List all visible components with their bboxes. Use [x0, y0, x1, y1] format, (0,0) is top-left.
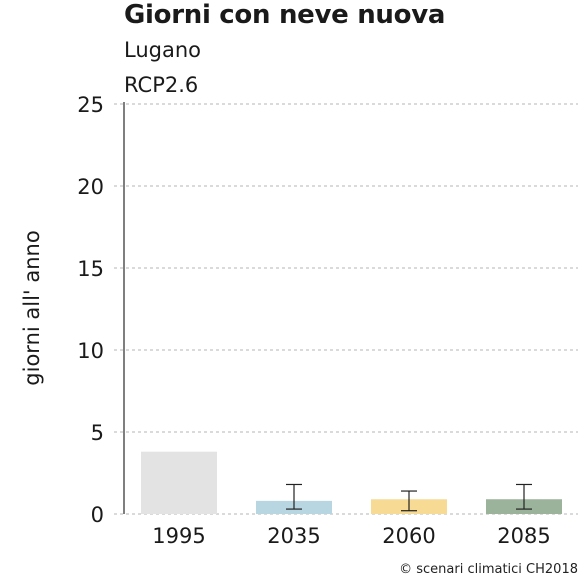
chart-title: Giorni con neve nuova: [124, 0, 446, 30]
chart-subtitle-scenario: RCP2.6: [124, 73, 199, 97]
x-tick-label: 2035: [267, 524, 320, 548]
bar-1995: [141, 451, 217, 514]
y-tick-label: 5: [91, 421, 104, 445]
x-tick-label: 2060: [382, 524, 435, 548]
y-tick-label: 25: [77, 93, 104, 117]
x-tick-label: 1995: [152, 524, 205, 548]
x-tick-label: 2085: [497, 524, 550, 548]
chart-subtitle-location: Lugano: [124, 38, 201, 62]
copyright-notice: © scenari climatici CH2018: [399, 562, 578, 577]
y-tick-label: 10: [77, 339, 104, 363]
y-tick-label: 20: [77, 175, 104, 199]
y-tick-label: 0: [91, 503, 104, 527]
y-tick-label: 15: [77, 257, 104, 281]
